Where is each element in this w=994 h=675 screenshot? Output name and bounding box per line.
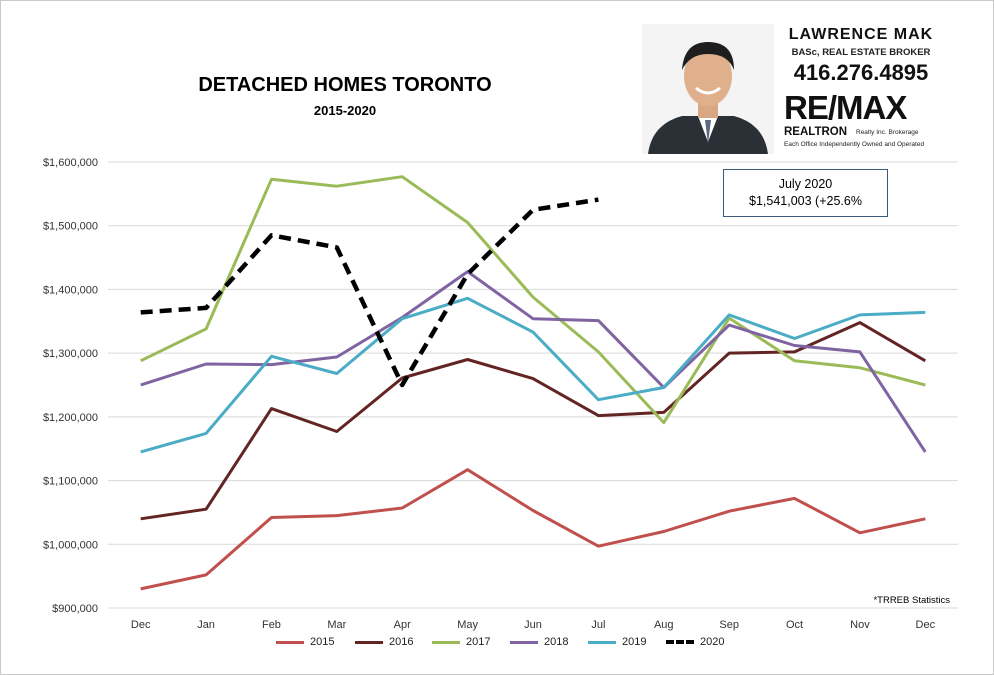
series-line-2016 xyxy=(140,321,927,521)
x-tick-label: May xyxy=(457,619,478,631)
legend-item-2020: 2020 xyxy=(666,636,724,648)
series-line-2015 xyxy=(140,468,926,591)
brokerage-subtitle: Realty Inc. Brokerage xyxy=(856,129,919,136)
x-tick-label: Apr xyxy=(394,619,411,631)
y-tick-label: $1,000,000 xyxy=(43,539,98,551)
y-tick-label: $1,500,000 xyxy=(43,221,98,233)
series-line-2020 xyxy=(140,197,599,388)
legend-swatch xyxy=(355,640,383,644)
x-tick-label: Feb xyxy=(262,619,281,631)
legend-label: 2020 xyxy=(700,636,725,648)
legend-swatch xyxy=(588,640,616,644)
legend-item-2015: 2015 xyxy=(276,636,334,648)
legend-item-2017: 2017 xyxy=(432,636,490,648)
brokerage-note: Each Office Independently Owned and Oper… xyxy=(784,141,925,148)
legend-item-2019: 2019 xyxy=(588,636,646,648)
legend-item-2018: 2018 xyxy=(510,636,568,648)
legend-label: 2015 xyxy=(310,636,335,648)
annotation-date: July 2020 xyxy=(778,177,833,191)
agent-phone: 416.276.4895 xyxy=(793,60,929,85)
y-tick-label: $1,600,000 xyxy=(43,157,98,169)
x-tick-label: Jan xyxy=(197,619,215,631)
brokerage-name: REALTRON xyxy=(784,126,848,138)
x-tick-label: Mar xyxy=(327,619,346,631)
legend: 2015 2016 2017 2018 2019 2020 xyxy=(0,636,994,652)
x-tick-label: Aug xyxy=(654,619,674,631)
y-axis-ticks: $900,000 $1,000,000 $1,100,000 $1,200,000 $1… xyxy=(43,157,98,615)
svg-text:RE/MAX: RE/MAX xyxy=(784,89,907,126)
chart-subtitle: 2015-2020 xyxy=(313,103,377,118)
x-tick-label: Jul xyxy=(591,619,605,631)
series-line-2018 xyxy=(140,270,927,453)
annotation-box: July 2020 $1,541,003 (+25.6% xyxy=(723,169,888,217)
series-lines xyxy=(140,175,927,591)
legend-label: 2017 xyxy=(466,636,491,648)
x-tick-label: Jun xyxy=(524,619,542,631)
legend-swatch xyxy=(666,640,694,644)
series-line-2017 xyxy=(140,175,926,425)
x-tick-label: Dec xyxy=(131,619,151,631)
x-tick-label: Nov xyxy=(850,619,870,631)
legend-swatch xyxy=(276,640,304,644)
agent-name: LAWRENCE MAK xyxy=(788,26,934,43)
agent-photo xyxy=(642,24,774,154)
y-tick-label: $1,300,000 xyxy=(43,348,98,360)
agent-credentials: BASc, REAL ESTATE BROKER xyxy=(791,47,931,58)
y-tick-label: $1,100,000 xyxy=(43,476,98,488)
annotation-value: $1,541,003 (+25.6% xyxy=(749,194,862,208)
x-tick-label: Sep xyxy=(719,619,739,631)
agent-card: LAWRENCE MAK BASc, REAL ESTATE BROKER 41… xyxy=(618,6,936,156)
series-line-2019 xyxy=(140,296,926,454)
remax-logo: RE/MAX xyxy=(784,89,908,126)
legend-swatch xyxy=(510,640,538,644)
legend-label: 2018 xyxy=(544,636,569,648)
y-tick-label: $900,000 xyxy=(52,603,98,615)
source-note: *TRREB Statistics xyxy=(873,595,950,606)
y-tick-label: $1,400,000 xyxy=(43,284,98,296)
legend-label: 2019 xyxy=(622,636,647,648)
legend-item-2016: 2016 xyxy=(355,636,413,648)
gridlines xyxy=(108,161,958,609)
x-axis-ticks: Dec Jan Feb Mar Apr May Jun Jul Aug Sep Oct Nov Dec xyxy=(131,619,936,631)
line-chart: $900,000 $1,000,000 $1,100,000 $1,200,000 $1… xyxy=(43,157,958,631)
y-tick-label: $1,200,000 xyxy=(43,412,98,424)
x-tick-label: Dec xyxy=(916,619,936,631)
x-tick-label: Oct xyxy=(786,619,803,631)
chart-title: DETACHED HOMES TORONTO xyxy=(198,74,492,96)
legend-swatch xyxy=(432,640,460,644)
legend-label: 2016 xyxy=(389,636,414,648)
